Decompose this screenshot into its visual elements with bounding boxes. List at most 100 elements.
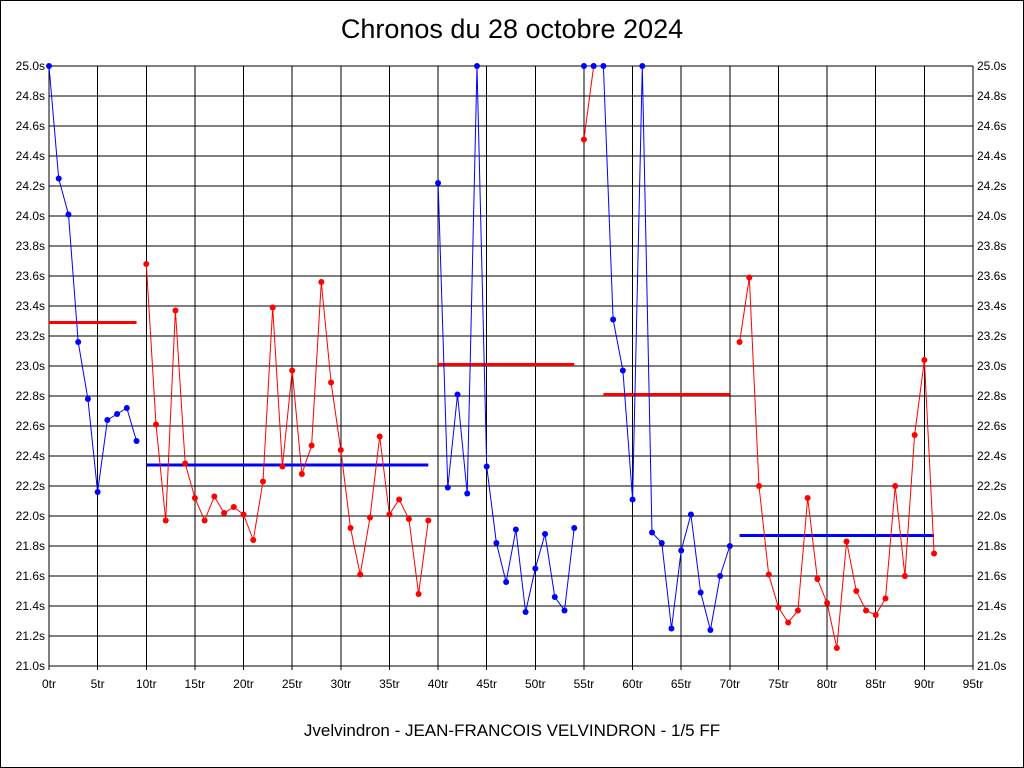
chart-title: Chronos du 28 octobre 2024	[340, 14, 684, 44]
data-point	[230, 504, 237, 510]
data-point	[863, 607, 870, 614]
data-point	[619, 367, 626, 374]
data-point	[580, 63, 587, 69]
y-tick-label-right: 24.6s	[977, 119, 1006, 133]
data-point	[824, 600, 831, 606]
series-line	[437, 65, 575, 613]
y-tick-label-right: 24.0s	[977, 209, 1006, 223]
x-tick-label: 50tr	[525, 677, 546, 691]
data-point	[308, 442, 315, 449]
x-tick-label: 15tr	[185, 677, 206, 691]
data-point	[114, 411, 121, 417]
data-point	[901, 573, 908, 579]
data-point	[746, 274, 753, 281]
data-point	[84, 396, 91, 402]
y-tick-label-left: 23.4s	[16, 299, 45, 313]
data-point	[726, 543, 733, 549]
data-point	[289, 367, 296, 374]
data-point	[405, 516, 412, 522]
data-point	[600, 63, 607, 69]
x-tick-label: 55tr	[574, 677, 595, 691]
data-point	[804, 495, 811, 501]
data-point	[639, 63, 646, 69]
data-point	[415, 591, 422, 597]
y-tick-label-right: 22.8s	[977, 389, 1006, 403]
data-point	[853, 588, 860, 594]
data-point	[250, 537, 257, 543]
data-point	[483, 463, 490, 470]
y-tick-label-left: 21.0s	[16, 659, 45, 673]
data-point	[94, 489, 101, 495]
y-tick-label-right: 23.2s	[977, 329, 1006, 343]
y-tick-label-right: 21.4s	[977, 599, 1006, 613]
data-point	[921, 357, 928, 363]
data-point	[143, 261, 150, 267]
data-point	[882, 595, 889, 602]
data-point	[736, 339, 743, 345]
y-tick-label-right: 22.4s	[977, 449, 1006, 463]
data-point	[833, 645, 840, 651]
data-point	[152, 421, 159, 428]
data-point	[658, 540, 665, 546]
data-point	[785, 619, 792, 626]
data-point	[697, 589, 704, 596]
y-tick-label-left: 22.8s	[16, 389, 45, 403]
data-point	[911, 432, 918, 438]
data-point	[347, 525, 354, 531]
data-point	[892, 483, 899, 489]
y-tick-label-left: 25.0s	[16, 59, 45, 73]
data-point	[687, 511, 694, 518]
x-tick-label: 90tr	[914, 677, 935, 691]
series-line	[583, 65, 595, 140]
y-tick-label-left: 24.0s	[16, 209, 45, 223]
series-line	[145, 263, 429, 595]
y-tick-label-left: 23.8s	[16, 239, 45, 253]
y-tick-label-left: 22.2s	[16, 479, 45, 493]
x-tick-label: 0tr	[42, 677, 56, 691]
y-tick-label-right: 23.8s	[977, 239, 1006, 253]
data-point	[133, 438, 140, 444]
x-tick-label: 45tr	[476, 677, 497, 691]
y-tick-label-right: 23.4s	[977, 299, 1006, 313]
y-tick-label-left: 22.4s	[16, 449, 45, 463]
data-point	[182, 460, 189, 467]
y-tick-label-right: 24.4s	[977, 149, 1006, 163]
data-point	[75, 339, 82, 345]
series-line	[48, 65, 137, 493]
data-point	[629, 496, 636, 503]
x-tick-label: 65tr	[671, 677, 692, 691]
data-point	[444, 484, 451, 491]
x-tick-label: 85tr	[865, 677, 886, 691]
y-tick-label-left: 21.4s	[16, 599, 45, 613]
data-point	[337, 447, 344, 453]
y-tick-label-right: 21.6s	[977, 569, 1006, 583]
y-tick-label-left: 24.2s	[16, 179, 45, 193]
data-point	[386, 511, 393, 518]
y-tick-label-right: 24.8s	[977, 89, 1006, 103]
data-point	[376, 433, 383, 440]
y-tick-label-right: 25.0s	[977, 59, 1006, 73]
data-point	[590, 63, 597, 69]
data-point	[357, 571, 364, 578]
data-point	[814, 576, 821, 582]
data-point	[46, 63, 52, 69]
data-point	[396, 496, 403, 503]
data-point	[493, 540, 500, 546]
data-point	[366, 514, 373, 521]
data-point	[104, 417, 111, 423]
data-point	[707, 627, 714, 633]
data-point	[464, 490, 471, 497]
y-tick-label-right: 22.0s	[977, 509, 1006, 523]
y-tick-label-left: 22.6s	[16, 419, 45, 433]
data-point	[649, 529, 656, 536]
y-tick-label-left: 23.0s	[16, 359, 45, 373]
data-point	[473, 63, 480, 69]
data-point	[775, 604, 782, 611]
y-tick-label-right: 21.2s	[977, 629, 1006, 643]
data-point	[259, 478, 266, 485]
data-point	[328, 379, 335, 386]
y-tick-label-left: 23.2s	[16, 329, 45, 343]
y-tick-label-right: 23.0s	[977, 359, 1006, 373]
y-tick-label-right: 22.6s	[977, 419, 1006, 433]
